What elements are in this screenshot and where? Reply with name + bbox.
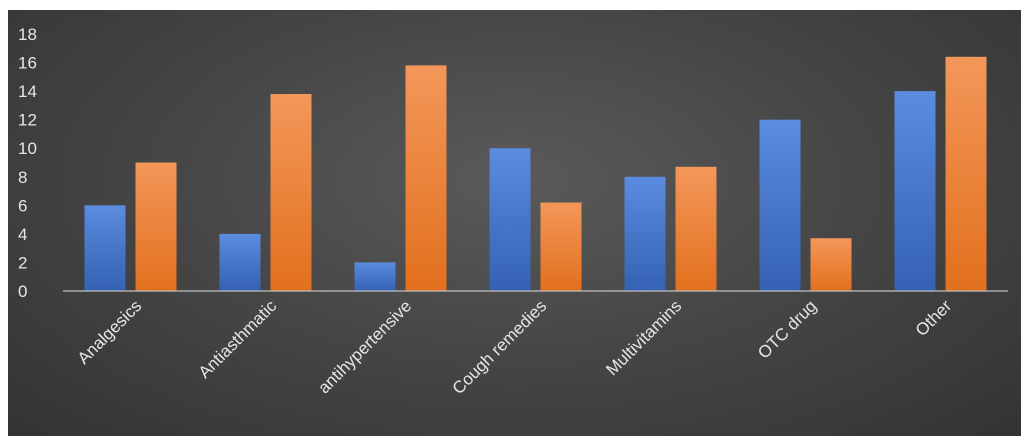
blue-bar-3 — [490, 148, 531, 291]
orange-bar-2 — [406, 65, 447, 291]
x-category-label: Other — [912, 296, 956, 340]
y-tick-label: 10 — [18, 139, 37, 158]
x-axis-labels: Analgesics Antiasthmatic antihypertensive C… — [74, 296, 956, 398]
orange-bar-0 — [136, 163, 177, 292]
x-category-label: Cough remedies — [449, 296, 551, 398]
orange-bar-6 — [946, 57, 987, 291]
y-tick-label: 12 — [18, 111, 37, 130]
y-tick-label: 4 — [18, 225, 27, 244]
orange-bar-5 — [811, 238, 852, 291]
y-axis-ticks: 0 2 4 6 8 10 12 14 16 18 — [18, 25, 37, 301]
y-tick-label: 8 — [18, 168, 27, 187]
y-tick-label: 16 — [18, 54, 37, 73]
y-tick-label: 0 — [18, 282, 27, 301]
orange-bar-1 — [271, 94, 312, 291]
blue-bar-2 — [355, 262, 396, 291]
bar-chart: 0 2 4 6 8 10 12 14 16 18 Analgesics Antiasthmatic a… — [8, 10, 1021, 436]
blue-bar-5 — [760, 120, 801, 291]
y-tick-label: 6 — [18, 196, 27, 215]
blue-bar-4 — [625, 177, 666, 291]
y-tick-label: 18 — [18, 25, 37, 44]
blue-bar-1 — [220, 234, 261, 291]
x-category-label: Analgesics — [74, 296, 146, 368]
chart-area: 0 2 4 6 8 10 12 14 16 18 Analgesics Antiasthmatic a… — [8, 10, 1021, 436]
orange-bar-3 — [541, 203, 582, 292]
x-category-label: antihypertensive — [314, 296, 415, 397]
blue-bar-6 — [895, 91, 936, 291]
x-category-label: OTC drug — [754, 296, 820, 362]
blue-bar-0 — [85, 205, 126, 291]
y-tick-label: 14 — [18, 82, 37, 101]
bars — [85, 57, 987, 291]
x-category-label: Multivitamins — [602, 296, 685, 379]
x-category-label: Antiasthmatic — [195, 296, 281, 382]
orange-bar-4 — [676, 167, 717, 291]
y-tick-label: 2 — [18, 253, 27, 272]
